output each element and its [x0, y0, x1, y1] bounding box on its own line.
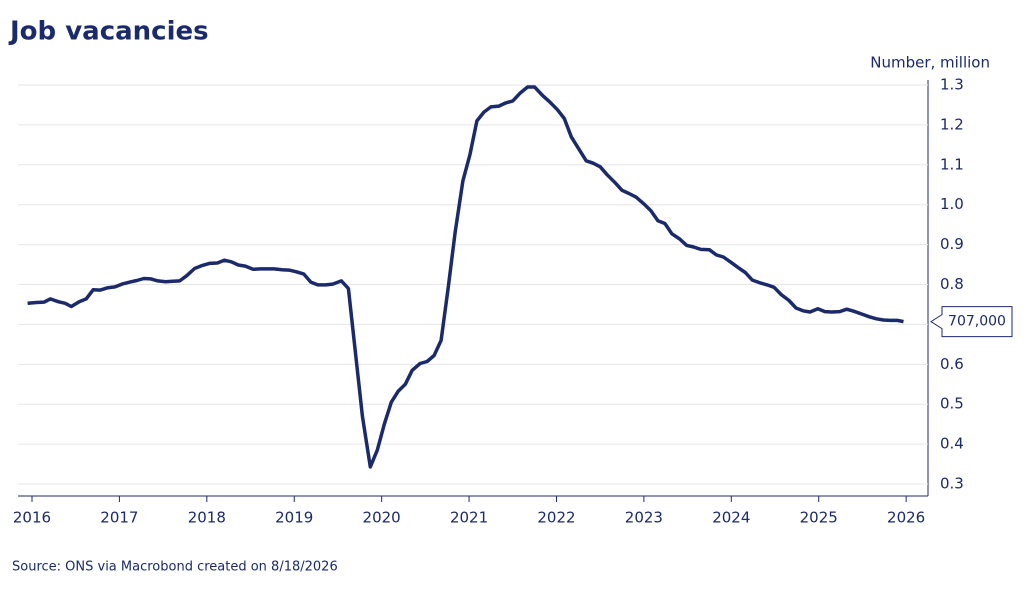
y-tick-label: 0.5: [940, 395, 964, 413]
y-tick-label: 1.2: [940, 115, 964, 133]
x-tick-label: 2025: [800, 509, 838, 527]
y-tick-label: 0.6: [940, 355, 964, 373]
x-tick-label: 2024: [712, 509, 750, 527]
x-tick-label: 2016: [13, 509, 51, 527]
callout-box: [930, 306, 1013, 338]
y-tick-label: 0.9: [940, 235, 964, 253]
x-tick-label: 2023: [625, 509, 663, 527]
line-series: [27, 85, 904, 469]
chart-title: Job vacancies: [8, 17, 209, 47]
source-note: Source: ONS via Macrobond created on 8/1…: [12, 560, 338, 575]
x-tick-label: 2019: [275, 509, 313, 527]
y-tick-label: 0.3: [940, 475, 964, 493]
y-tick-label: 0.4: [940, 435, 964, 453]
callout-label: 707,000: [948, 314, 1006, 330]
x-tick-label: 2017: [100, 509, 138, 527]
y-tick-label: 1.1: [940, 155, 964, 173]
y-tick-label: 1.0: [940, 195, 964, 213]
x-tick-label: 2020: [363, 509, 401, 527]
y-tick-label: 0.8: [940, 275, 964, 293]
x-tick-label: 2022: [537, 509, 575, 527]
x-tick-label: 2021: [450, 509, 488, 527]
x-tick-label: 2018: [188, 509, 226, 527]
x-tick-label: 2026: [887, 509, 925, 527]
y-tick-label: 1.3: [940, 75, 964, 93]
y-axis-label: Number, million: [870, 54, 990, 72]
